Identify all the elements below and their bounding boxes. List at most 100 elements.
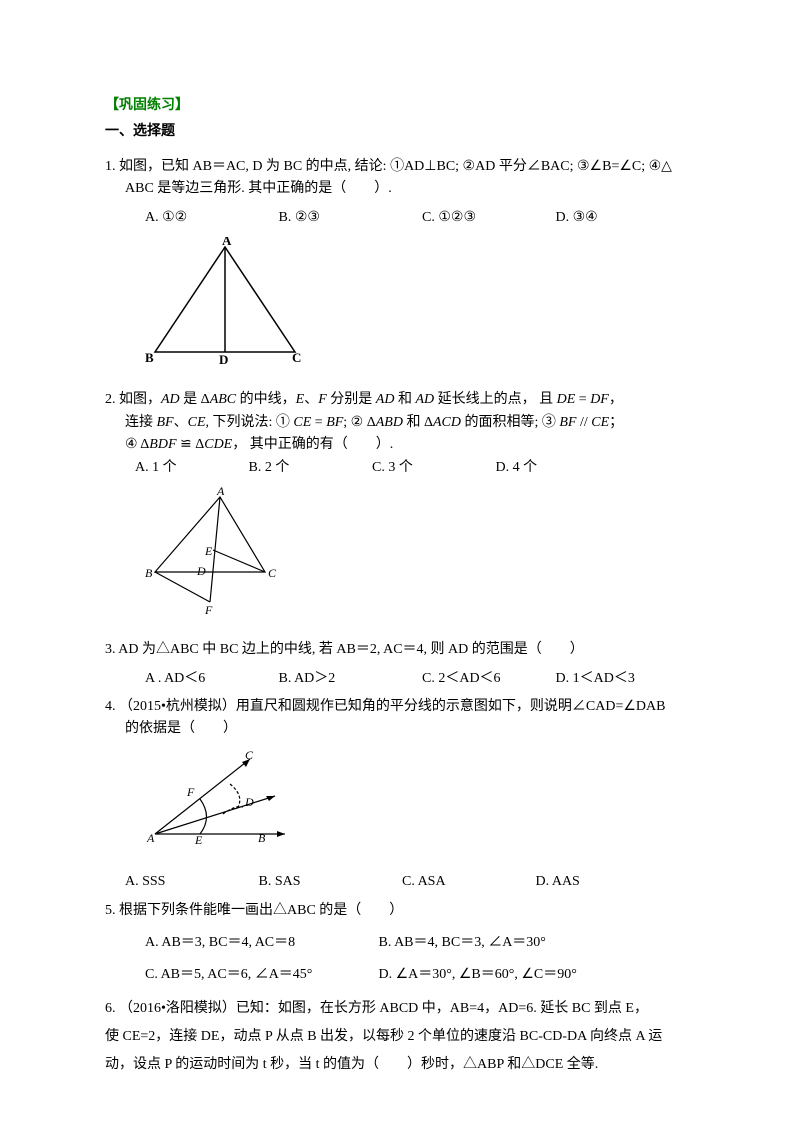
q1-figure: A B C D — [145, 237, 710, 375]
q2-v-ad: AD — [161, 392, 180, 407]
fig4-a: A — [146, 831, 155, 845]
q2-l1g: 延长线上的点， 且 — [434, 392, 557, 407]
q5-num: 5. — [105, 903, 116, 918]
fig1-label-d: D — [219, 352, 228, 367]
q5-opt-b: B. AB＝4, BC＝3, ∠A＝30° — [379, 932, 546, 954]
q2-v-bf: BF — [157, 415, 174, 430]
q2-opt-a: A. 1 个 — [135, 457, 245, 479]
q1-text: 1. 如图，已知 AB＝AC, D 为 BC 的中点, 结论: ①AD⊥BC; … — [105, 156, 710, 178]
q2-l2e: 和 Δ — [403, 415, 433, 430]
fig2-f: F — [204, 603, 213, 617]
question-1: 1. 如图，已知 AB＝AC, D 为 BC 的中点, 结论: ①AD⊥BC; … — [105, 156, 710, 376]
q2-v-ad2: AD — [376, 392, 395, 407]
q2-v-e: E — [296, 392, 305, 407]
q2-l1f: 和 — [394, 392, 415, 407]
q2-l1e: 分别是 — [327, 392, 376, 407]
fig2-c: C — [268, 566, 277, 580]
q2-l1a: 如图， — [119, 392, 161, 407]
q2-v-de: DE — [557, 392, 576, 407]
q2-l2b: 、 — [174, 415, 188, 430]
q3-opt-d: D. 1＜AD＜3 — [556, 668, 635, 690]
q2-l1c: 的中线， — [236, 392, 296, 407]
q2-l2d: ; ② Δ — [343, 415, 375, 430]
q2-l3b: ≌ Δ — [177, 437, 205, 452]
q2-v-bf2: BF — [326, 415, 343, 430]
fig1-label-c: C — [292, 350, 301, 365]
q2-line3: ④ ΔBDF ≌ ΔCDE， 其中正确的有（ ）. — [105, 434, 710, 456]
q4-opt-a: A. SSS — [125, 871, 255, 893]
question-5: 5. 根据下列条件能唯一画出△ABC 的是（ ） A. AB＝3, BC＝4, … — [105, 900, 710, 987]
question-6: 6. （2016•洛阳模拟）已知：如图，在长方形 ABCD 中，AB=4，AD=… — [105, 995, 710, 1079]
q3-options: A . AD＜6 B. AD＞2 C. 2＜AD＜6 D. 1＜AD＜3 — [105, 668, 710, 690]
q2-v-bdf: BDF — [149, 437, 176, 452]
q1-opt-a: A. ①② — [145, 207, 275, 229]
fig4-d: D — [244, 795, 254, 809]
q1-opt-c: C. ①②③ — [422, 207, 552, 229]
q5-opts-row2: C. AB＝5, AC＝6, ∠A＝45° D. ∠A＝30°, ∠B＝60°,… — [105, 964, 710, 986]
q2-l2h: ； — [609, 415, 623, 430]
q2-line1: 2. 如图，AD 是 ΔABC 的中线，E、F 分别是 AD 和 AD 延长线上… — [105, 389, 710, 411]
q3-opt-a: A . AD＜6 — [145, 668, 275, 690]
q4-cont: 的依据是（ ） — [105, 718, 710, 740]
q2-l2f: 的面积相等; ③ — [461, 415, 559, 430]
q1-cont: ABC 是等边三角形. 其中正确的是（ ）. — [105, 178, 710, 200]
fig1-label-b: B — [145, 350, 154, 365]
q2-eq: = — [575, 392, 590, 407]
practice-header: 【巩固练习】 — [105, 95, 710, 117]
q5-opt-d: D. ∠A＝30°, ∠B＝60°, ∠C＝90° — [379, 964, 577, 986]
q2-v-df: DF — [590, 392, 609, 407]
q2-opt-b: B. 2 个 — [249, 457, 369, 479]
q4-num: 4. — [105, 699, 116, 714]
fig4-f: F — [186, 785, 195, 799]
q1-num: 1. — [105, 159, 116, 174]
q3-opt-c: C. 2＜AD＜6 — [422, 668, 552, 690]
q2-l3c: ， 其中正确的有（ ）. — [232, 437, 393, 452]
q2-l2a: 连接 — [125, 415, 157, 430]
q2-v-bf3: BF — [559, 415, 576, 430]
q2-l3a: ④ Δ — [125, 437, 149, 452]
q2-l1d: 、 — [304, 392, 318, 407]
fig2-d: D — [196, 564, 206, 578]
q2-l2c: , 下列说法: ① — [206, 415, 294, 430]
q6-line3: 动，设点 P 的运动时间为 t 秒，当 t 的值为（ ）秒时，△ABP 和△DC… — [105, 1051, 710, 1079]
q2-v-cde: CDE — [204, 437, 232, 452]
q5-main: 根据下列条件能唯一画出△ABC 的是（ ） — [119, 903, 403, 918]
q4-figure: A B C D E F — [145, 749, 710, 857]
fig2-b: B — [145, 566, 153, 580]
question-4: 4. （2015•杭州模拟）用直尺和圆规作已知角的平分线的示意图如下，则说明∠C… — [105, 696, 710, 894]
q5-opt-a: A. AB＝3, BC＝4, AC＝8 — [145, 932, 375, 954]
q5-opt-c: C. AB＝5, AC＝6, ∠A＝45° — [145, 964, 375, 986]
q3-num: 3. — [105, 642, 116, 657]
q4-text: 4. （2015•杭州模拟）用直尺和圆规作已知角的平分线的示意图如下，则说明∠C… — [105, 696, 710, 718]
q1-options: A. ①② B. ②③ C. ①②③ D. ③④ — [105, 207, 710, 229]
q2-opt-c: C. 3 个 — [372, 457, 492, 479]
question-2: 2. 如图，AD 是 ΔABC 的中线，E、F 分别是 AD 和 AD 延长线上… — [105, 389, 710, 625]
q2-l1b: 是 Δ — [180, 392, 210, 407]
q6-main: （2016•洛阳模拟）已知：如图，在长方形 ABCD 中，AB=4，AD=6. … — [119, 1001, 648, 1016]
q2-l1h: ， — [609, 392, 623, 407]
q2-v-ce: CE — [188, 415, 206, 430]
section-title: 一、选择题 — [105, 121, 710, 143]
q2-figure: A B C D E F — [145, 487, 710, 625]
q1-opt-b: B. ②③ — [279, 207, 419, 229]
q3-main: AD 为△ABC 中 BC 边上的中线, 若 AB＝2, AC＝4, 则 AD … — [118, 642, 584, 657]
q2-v-abd: ABD — [376, 415, 403, 430]
q4-main: （2015•杭州模拟）用直尺和圆规作已知角的平分线的示意图如下，则说明∠CAD=… — [119, 699, 665, 714]
q2-num: 2. — [105, 392, 116, 407]
fig4-b: B — [258, 831, 266, 845]
fig2-e: E — [204, 544, 213, 558]
q2-v-f: F — [318, 392, 327, 407]
q2-l2g: // — [576, 415, 591, 430]
fig1-label-a: A — [222, 237, 232, 248]
q6-num: 6. — [105, 1001, 116, 1016]
q5-opts-row1: A. AB＝3, BC＝4, AC＝8 B. AB＝4, BC＝3, ∠A＝30… — [105, 932, 710, 954]
q3-text: 3. AD 为△ABC 中 BC 边上的中线, 若 AB＝2, AC＝4, 则 … — [105, 639, 710, 661]
q1-opt-d: D. ③④ — [556, 207, 598, 229]
q4-opt-c: C. ASA — [402, 871, 532, 893]
q2-v-ad3: AD — [415, 392, 434, 407]
q2-options: A. 1 个 B. 2 个 C. 3 个 D. 4 个 — [105, 457, 710, 479]
q6-line1: 6. （2016•洛阳模拟）已知：如图，在长方形 ABCD 中，AB=4，AD=… — [105, 995, 710, 1023]
fig4-e: E — [194, 833, 203, 847]
fig2-a: A — [216, 487, 225, 498]
q6-line2: 使 CE=2，连接 DE，动点 P 从点 B 出发，以每秒 2 个单位的速度沿 … — [105, 1023, 710, 1051]
